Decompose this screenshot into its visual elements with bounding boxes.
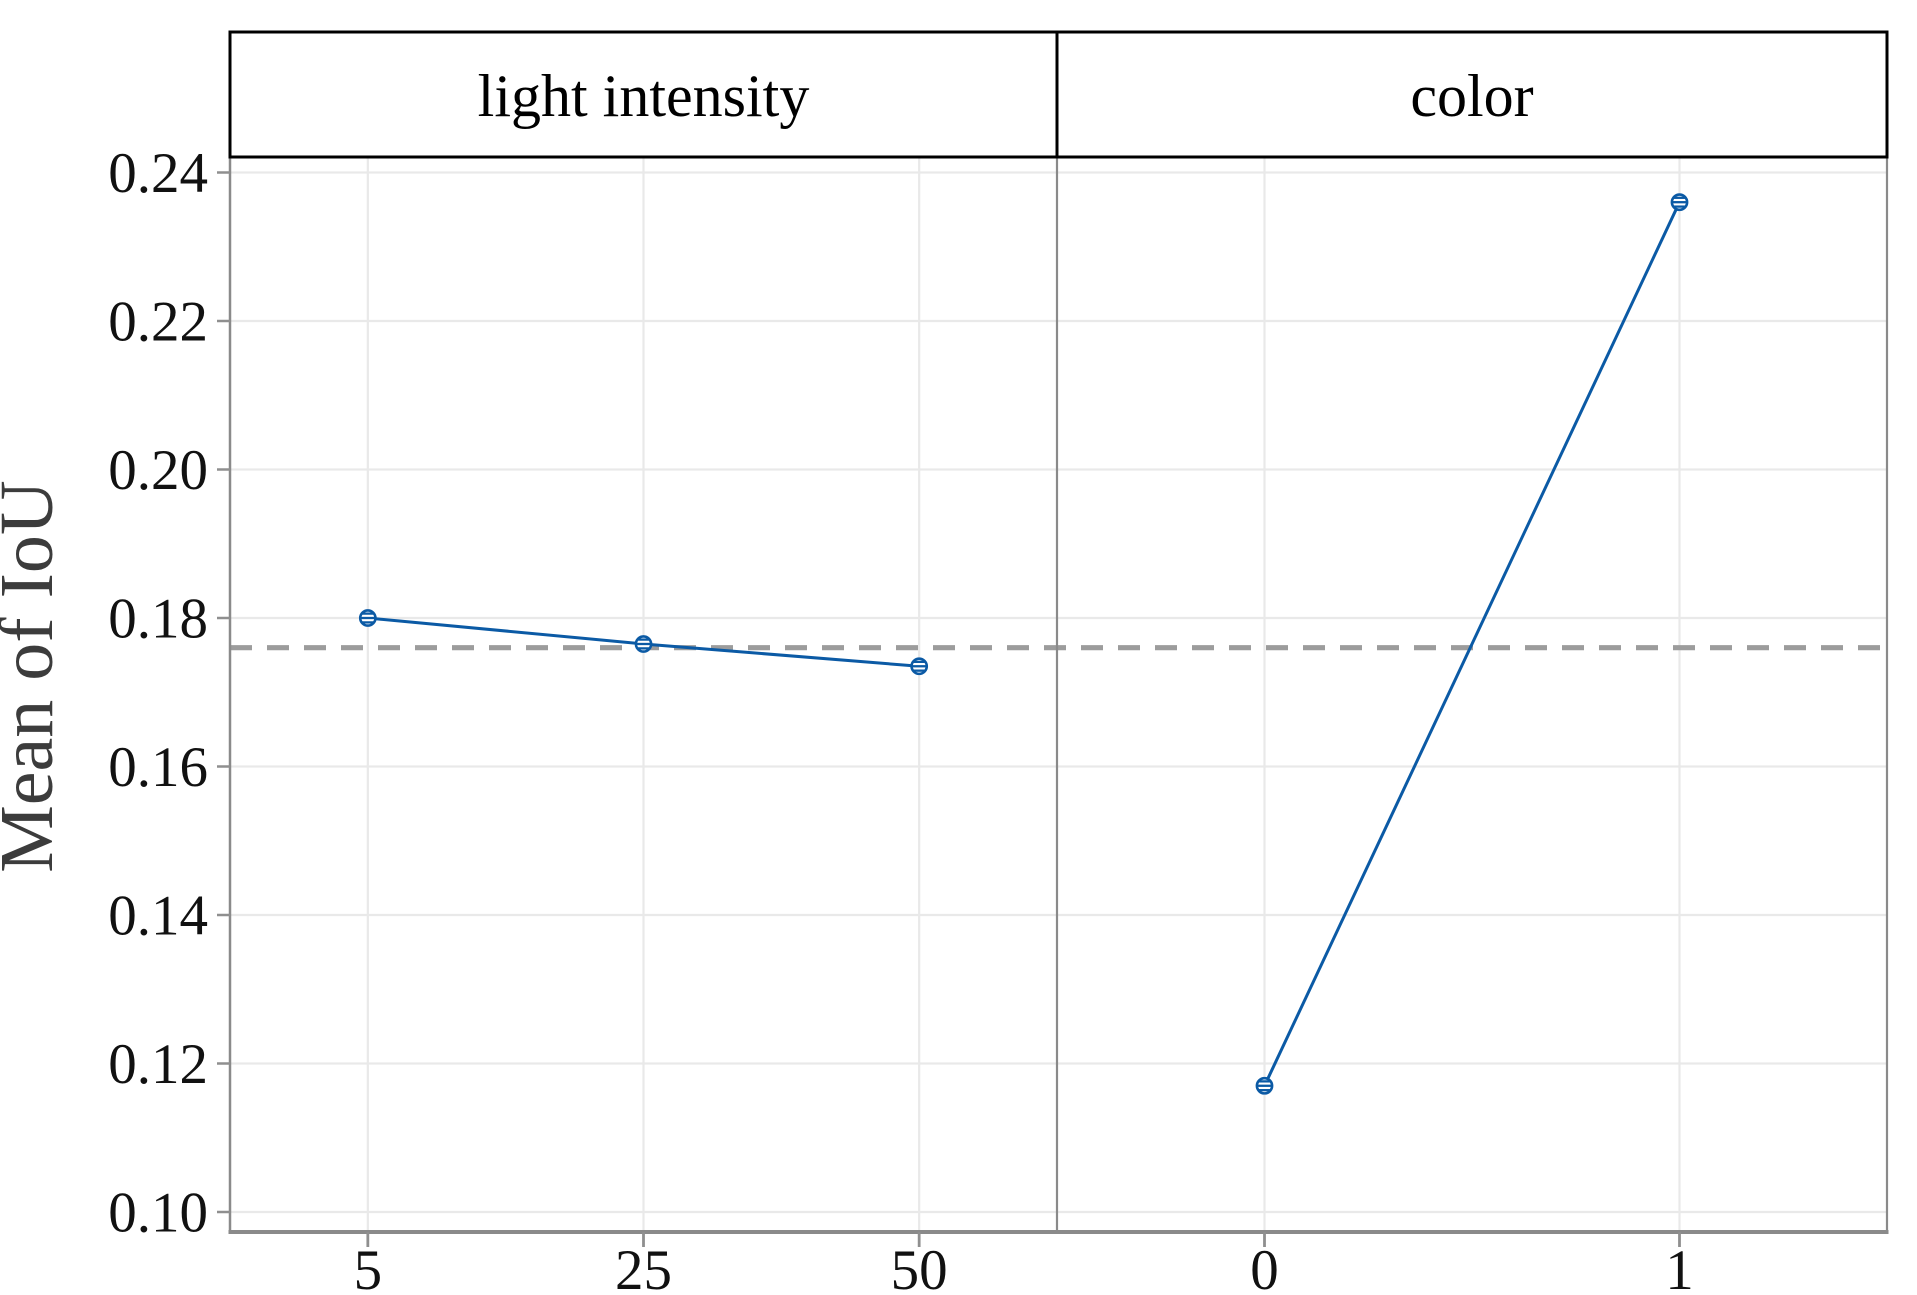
y-tick-label: 0.10 [108, 1181, 208, 1244]
y-axis-title: Mean of IoU [0, 480, 69, 873]
data-point-marker [358, 609, 377, 627]
x-tick-label: 5 [354, 1239, 383, 1295]
panel-header-cell [1055, 30, 1889, 159]
data-point-marker [1255, 1076, 1274, 1095]
data-point-marker [634, 635, 653, 653]
x-tick-label: 1 [1665, 1239, 1694, 1295]
panel-header-cell [228, 30, 1059, 159]
panel-header-label: light intensity [478, 63, 810, 129]
y-tick-label: 0.24 [108, 142, 208, 205]
y-tick-label: 0.12 [108, 1033, 208, 1096]
series-line [1263, 201, 1681, 1087]
x-tick-label: 25 [615, 1239, 672, 1295]
y-tick-label: 0.22 [108, 290, 208, 353]
y-tick-label: 0.20 [108, 439, 208, 502]
y-tick-label: 0.14 [108, 884, 208, 947]
panel-header-label: color [1410, 63, 1533, 129]
y-tick-label: 0.16 [108, 736, 208, 799]
x-tick-label: 0 [1250, 1239, 1279, 1295]
data-point-marker [910, 657, 929, 676]
data-point-marker [1670, 193, 1689, 212]
x-tick-label: 50 [891, 1239, 948, 1295]
y-tick-label: 0.18 [108, 587, 208, 650]
